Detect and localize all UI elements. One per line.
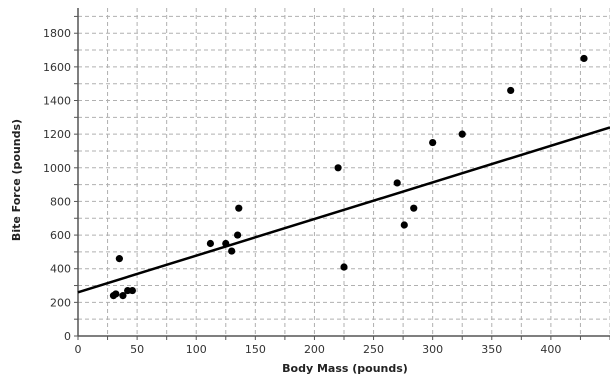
- data-point: [112, 290, 120, 298]
- y-tick-label: 0: [64, 330, 71, 343]
- y-tick-labels: 0 200 400 600 800 1000 1200 1400 1600 1800: [43, 27, 71, 343]
- x-tick-label: 300: [422, 343, 443, 356]
- y-tick-label: 1000: [43, 162, 71, 175]
- y-tick-label: 600: [50, 229, 71, 242]
- x-tick-label: 50: [130, 343, 144, 356]
- x-tick-label: 250: [363, 343, 384, 356]
- data-point: [393, 179, 401, 187]
- data-point: [128, 286, 136, 295]
- y-tick-label: 800: [50, 195, 71, 208]
- trendline: [77, 126, 610, 294]
- axes: [74, 8, 610, 340]
- data-point: [235, 204, 243, 212]
- grid-lines: [78, 8, 610, 336]
- y-tick-label: 200: [50, 296, 71, 309]
- x-tick-label: 350: [481, 343, 502, 356]
- x-axis-label: Body Mass (pounds): [282, 362, 408, 375]
- data-points: [109, 54, 588, 300]
- data-point: [206, 239, 215, 248]
- data-point: [234, 231, 242, 239]
- y-tick-label: 1400: [43, 95, 71, 108]
- data-point: [400, 221, 408, 229]
- data-point: [115, 255, 123, 263]
- data-point: [410, 204, 418, 212]
- data-point: [119, 292, 127, 300]
- y-tick-label: 1800: [43, 27, 71, 40]
- x-tick-label: 200: [304, 343, 325, 356]
- y-tick-label: 1200: [43, 128, 71, 141]
- data-point: [429, 138, 437, 147]
- x-tick-labels: 0 50 100 150 200 250 300 350 400: [75, 343, 562, 356]
- data-point: [458, 130, 466, 138]
- trendline-group: [77, 126, 610, 294]
- data-point: [507, 86, 515, 95]
- data-point: [222, 239, 230, 248]
- y-tick-label: 400: [50, 263, 71, 276]
- x-tick-label: 150: [245, 343, 266, 356]
- x-tick-label: 100: [186, 343, 207, 356]
- data-point: [340, 263, 348, 271]
- data-point: [334, 164, 342, 172]
- data-point: [228, 247, 236, 255]
- data-point: [580, 54, 588, 63]
- x-tick-label: 400: [540, 343, 561, 356]
- y-axis-label: Bite Force (pounds): [10, 119, 23, 241]
- x-tick-label: 0: [75, 343, 82, 356]
- y-tick-label: 1600: [43, 61, 71, 74]
